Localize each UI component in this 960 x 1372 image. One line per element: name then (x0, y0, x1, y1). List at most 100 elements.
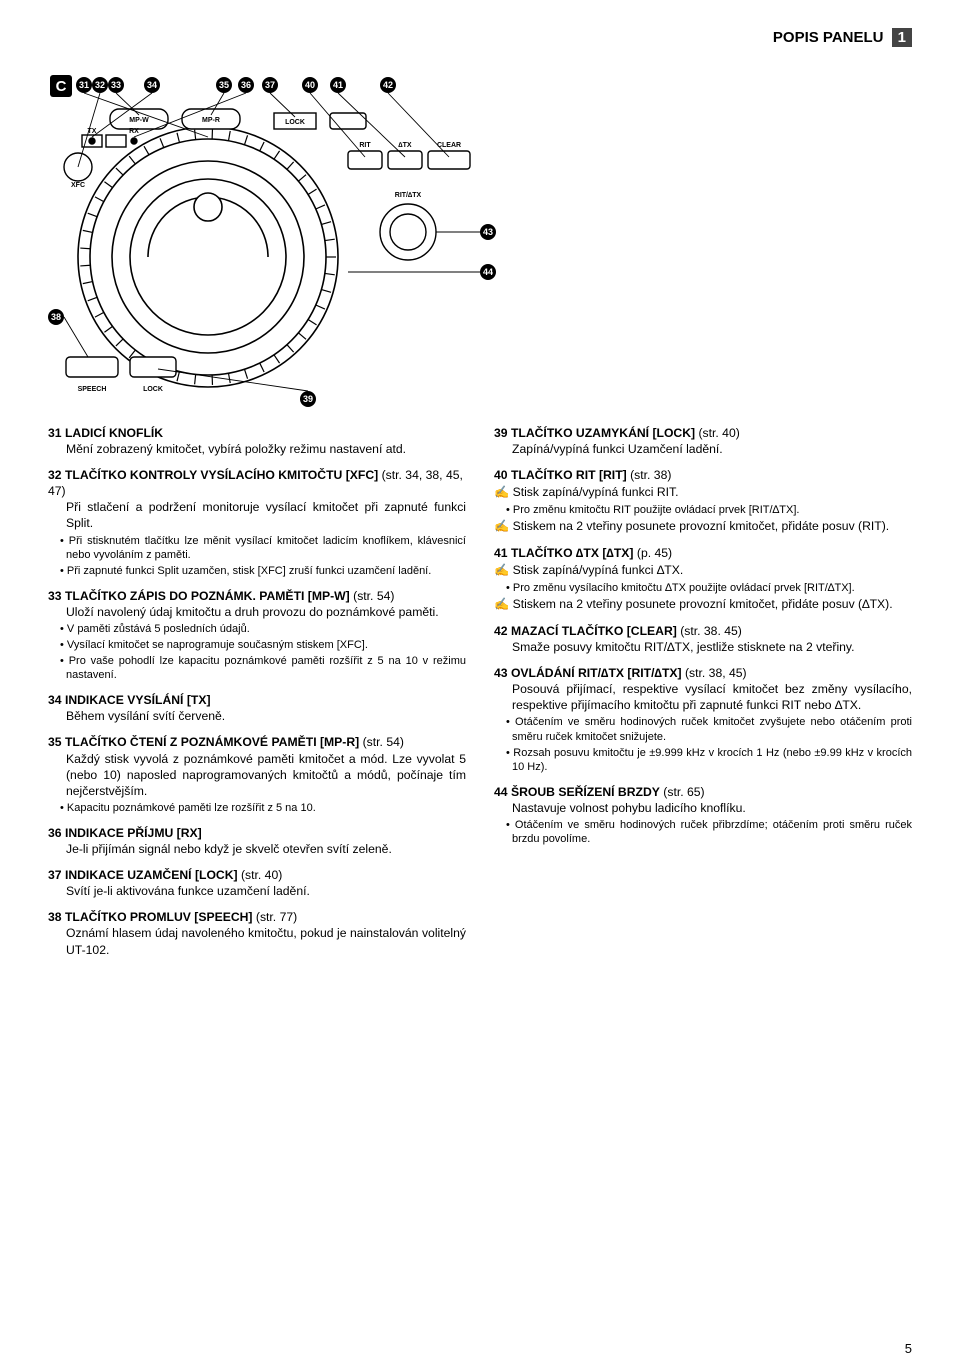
item-body: Oznámí hlasem údaj navoleného kmitočtu, … (66, 925, 466, 957)
item-ref: (str. 54) (350, 589, 395, 603)
panel-diagram: C 31 32 33 34 35 36 37 40 41 42 (48, 57, 508, 407)
item-ref: (str. 40) (238, 868, 283, 882)
svg-text:41: 41 (333, 80, 343, 90)
item-body: Svítí je-li aktivována funkce uzamčení l… (66, 883, 466, 899)
svg-text:39: 39 (303, 394, 313, 404)
bullet: Rozsah posuvu kmitočtu je ±9.999 kHz v k… (504, 746, 912, 774)
svg-text:32: 32 (95, 80, 105, 90)
right-item-3: 42 MAZACÍ TLAČÍTKO [CLEAR] (str. 38. 45)… (494, 623, 912, 655)
svg-text:42: 42 (383, 80, 393, 90)
hand-note: Stisk zapíná/vypíná funkci ∆TX. (494, 563, 912, 579)
item-title: 44 ŠROUB SEŘÍZENÍ BRZDY (494, 785, 660, 799)
left-item-3: 34 INDIKACE VYSÍLÁNÍ [TX]Během vysílání … (48, 692, 466, 724)
svg-text:SPEECH: SPEECH (78, 386, 107, 393)
bullet: Vysílací kmitočet se naprogramuje součas… (58, 638, 466, 652)
svg-text:31: 31 (79, 80, 89, 90)
bullet: Kapacitu poznámkové paměti lze rozšířit … (58, 801, 466, 815)
item-title: 38 TLAČÍTKO PROMLUV [SPEECH] (48, 910, 253, 924)
left-item-1: 32 TLAČÍTKO KONTROLY VYSÍLACÍHO KMITOČTU… (48, 467, 466, 578)
item-ref: (str. 54) (359, 735, 404, 749)
svg-text:36: 36 (241, 80, 251, 90)
item-ref: (str. 40) (695, 426, 740, 440)
item-ref: (str. 38) (627, 468, 672, 482)
item-ref: (str. 65) (660, 785, 705, 799)
svg-text:40: 40 (305, 80, 315, 90)
content-columns: 31 LADICÍ KNOFLÍKMění zobrazený kmitočet… (48, 425, 912, 968)
chapter-number: 1 (892, 28, 912, 47)
item-title: 41 TLAČÍTKO ∆TX [∆TX] (494, 546, 634, 560)
diagram-svg: C 31 32 33 34 35 36 37 40 41 42 (48, 57, 508, 407)
svg-text:44: 44 (483, 267, 493, 277)
item-title: 33 TLAČÍTKO ZÁPIS DO POZNÁMK. PAMĚTI [MP… (48, 589, 350, 603)
left-item-5: 36 INDIKACE PŘÍJMU [RX]Je-li přijímán si… (48, 825, 466, 857)
svg-text:LOCK: LOCK (285, 119, 305, 126)
item-body: Během vysílání svítí červeně. (66, 708, 466, 724)
item-body: Je-li přijímán signál nebo když je skvel… (66, 841, 466, 857)
left-item-4: 35 TLAČÍTKO ČTENÍ Z POZNÁMKOVÉ PAMĚTI [M… (48, 734, 466, 814)
item-title: 39 TLAČÍTKO UZAMYKÁNÍ [LOCK] (494, 426, 695, 440)
hand-note: Stisk zapíná/vypíná funkci RIT. (494, 485, 912, 501)
right-column: 39 TLAČÍTKO UZAMYKÁNÍ [LOCK] (str. 40)Za… (494, 425, 912, 968)
right-item-1: 40 TLAČÍTKO RIT [RIT] (str. 38) Stisk zap… (494, 467, 912, 535)
item-title: 37 INDIKACE UZAMČENÍ [LOCK] (48, 868, 238, 882)
bullet: Pro vaše pohodlí lze kapacitu poznámkové… (58, 654, 466, 682)
item-ref: (str. 38. 45) (677, 624, 742, 638)
svg-text:MP-R: MP-R (202, 117, 220, 124)
item-body: Nastavuje volnost pohybu ladicího knoflí… (512, 800, 912, 816)
item-body: Posouvá přijímací, respektive vysílací k… (512, 681, 912, 713)
right-item-5: 44 ŠROUB SEŘÍZENÍ BRZDY (str. 65)Nastavu… (494, 784, 912, 846)
item-body: Zapíná/vypíná funkci Uzamčení ladění. (512, 441, 912, 457)
right-item-0: 39 TLAČÍTKO UZAMYKÁNÍ [LOCK] (str. 40)Za… (494, 425, 912, 457)
left-item-7: 38 TLAČÍTKO PROMLUV [SPEECH] (str. 77)Oz… (48, 909, 466, 957)
svg-text:33: 33 (111, 80, 121, 90)
svg-text:XFC: XFC (71, 182, 85, 189)
item-title: 34 INDIKACE VYSÍLÁNÍ [TX] (48, 693, 211, 707)
right-item-4: 43 OVLÁDÁNÍ RIT/∆TX [RIT/∆TX] (str. 38, … (494, 665, 912, 774)
svg-text:34: 34 (147, 80, 157, 90)
header-title: POPIS PANELU (773, 29, 884, 46)
svg-text:RX: RX (129, 128, 139, 135)
item-body: Smaže posuvy kmitočtu RIT/∆TX, jestliže … (512, 639, 912, 655)
svg-text:RIT/∆TX: RIT/∆TX (395, 192, 422, 199)
item-ref: (p. 45) (634, 546, 673, 560)
item-body: Při stlačení a podržení monitoruje vysíl… (66, 499, 466, 531)
left-item-0: 31 LADICÍ KNOFLÍKMění zobrazený kmitočet… (48, 425, 466, 457)
item-title: 42 MAZACÍ TLAČÍTKO [CLEAR] (494, 624, 677, 638)
bullet: Otáčením ve směru hodinových ruček kmito… (504, 715, 912, 743)
bullet: V paměti zůstává 5 posledních údajů. (58, 622, 466, 636)
bullet: Otáčením ve směru hodinových ruček přibr… (504, 818, 912, 846)
svg-text:∆TX: ∆TX (398, 142, 412, 149)
left-column: 31 LADICÍ KNOFLÍKMění zobrazený kmitočet… (48, 425, 466, 968)
left-item-6: 37 INDIKACE UZAMČENÍ [LOCK] (str. 40)Sví… (48, 867, 466, 899)
right-item-2: 41 TLAČÍTKO ∆TX [∆TX] (p. 45) Stisk zapín… (494, 545, 912, 613)
bullet: Pro změnu vysílacího kmitočtu ∆TX použij… (504, 581, 912, 595)
hand-note: Stiskem na 2 vteřiny posunete provozní k… (494, 597, 912, 613)
svg-text:MP-W: MP-W (129, 117, 149, 124)
item-title: 35 TLAČÍTKO ČTENÍ Z POZNÁMKOVÉ PAMĚTI [M… (48, 735, 359, 749)
hand-note: Stiskem na 2 vteřiny posunete provozní k… (494, 519, 912, 535)
item-ref: (str. 77) (253, 910, 298, 924)
bullet: Pro změnu kmitočtu RIT použijte ovládací… (504, 503, 912, 517)
svg-text:35: 35 (219, 80, 229, 90)
item-title: 40 TLAČÍTKO RIT [RIT] (494, 468, 627, 482)
item-ref: (str. 38, 45) (682, 666, 747, 680)
bullet: Při zapnuté funkci Split uzamčen, stisk … (58, 564, 466, 578)
item-body: Uloží navolený údaj kmitočtu a druh prov… (66, 604, 466, 620)
bullet: Při stisknutém tlačítku lze měnit vysíla… (58, 534, 466, 562)
left-item-2: 33 TLAČÍTKO ZÁPIS DO POZNÁMK. PAMĚTI [MP… (48, 588, 466, 683)
svg-text:LOCK: LOCK (143, 386, 163, 393)
item-title: 43 OVLÁDÁNÍ RIT/∆TX [RIT/∆TX] (494, 666, 682, 680)
item-body: Každý stisk vyvolá z poznámkové paměti k… (66, 751, 466, 799)
item-title: 36 INDIKACE PŘÍJMU [RX] (48, 826, 202, 840)
svg-text:43: 43 (483, 227, 493, 237)
svg-text:37: 37 (265, 80, 275, 90)
page-header: POPIS PANELU 1 (48, 28, 912, 47)
page-number: 5 (905, 1341, 912, 1356)
svg-text:C: C (56, 78, 67, 95)
svg-text:RIT: RIT (359, 142, 371, 149)
top-callouts: 31 32 33 34 35 36 37 40 41 42 (76, 77, 396, 93)
svg-text:38: 38 (51, 312, 61, 322)
item-title: 31 LADICÍ KNOFLÍK (48, 426, 163, 440)
item-body: Mění zobrazený kmitočet, vybírá položky … (66, 441, 466, 457)
item-title: 32 TLAČÍTKO KONTROLY VYSÍLACÍHO KMITOČTU… (48, 468, 378, 482)
